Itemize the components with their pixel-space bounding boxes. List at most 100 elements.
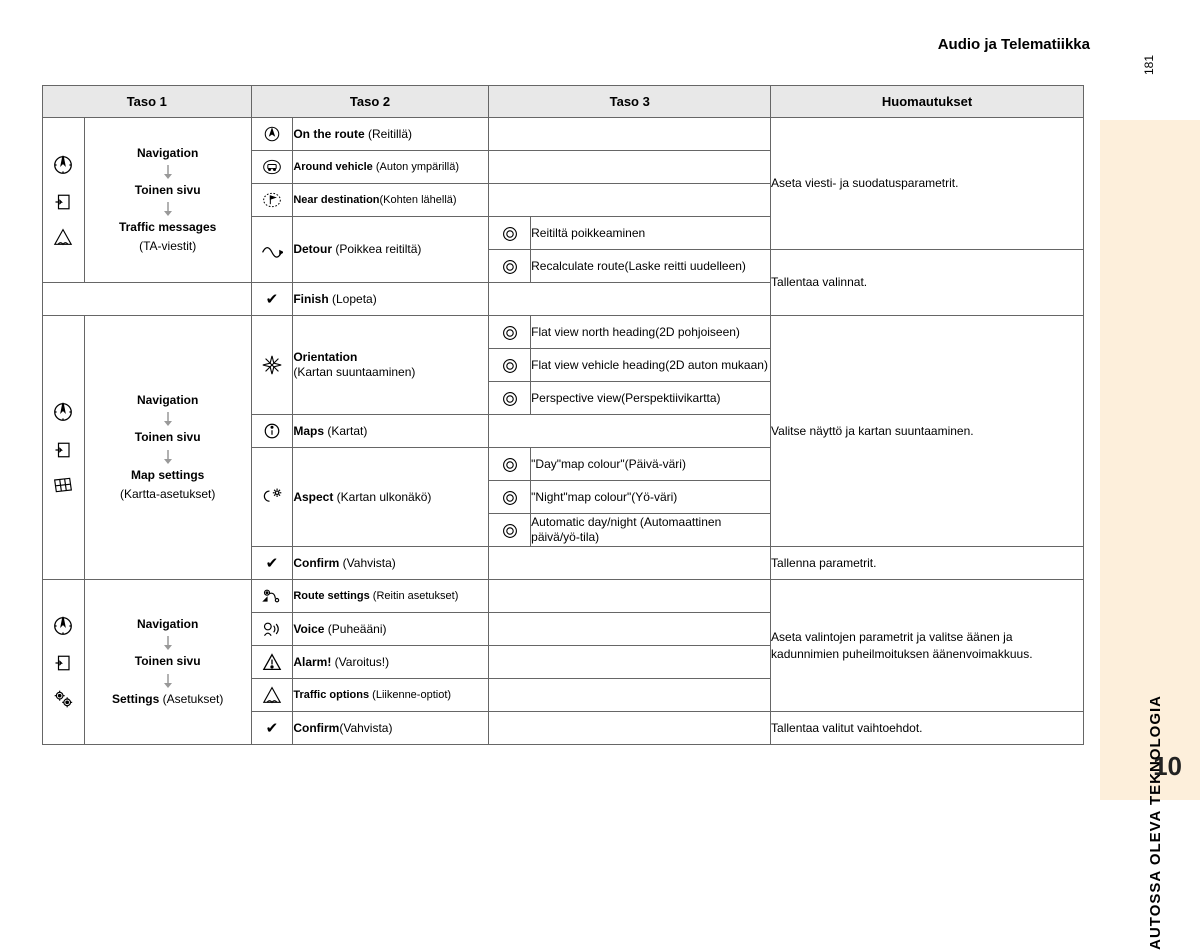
icon-cell — [251, 613, 293, 646]
t2-detour-b: Detour — [293, 242, 332, 256]
t2-alarm-p: (Varoitus!) — [331, 655, 389, 669]
arrow-down-icon — [163, 450, 173, 464]
radio-icon — [502, 391, 518, 407]
t2-route: Route settings (Reitin asetukset) — [293, 580, 489, 613]
pointer-circle-icon — [263, 125, 281, 143]
icon-cell — [489, 514, 531, 547]
t2-topt: Traffic options (Liikenne-optiot) — [293, 679, 489, 712]
radio-icon — [502, 490, 518, 506]
radio-icon — [502, 523, 518, 539]
t2-neardest-b: Near destination — [293, 194, 379, 206]
t2-neardest-p: (Kohten lähellä) — [380, 194, 457, 206]
t1-icons-settings — [43, 580, 85, 745]
t1-label-settings: Navigation Toinen sivu Settings (Asetuks… — [84, 580, 251, 745]
chapter-title: Audio ja Telematiikka — [938, 36, 1090, 53]
t1-icons-traffic — [43, 118, 85, 283]
side-tab-label: AUTOSSA OLEVA TEKNOLOGIA — [1147, 695, 1164, 950]
t2-neardest: Near destination(Kohten lähellä) — [293, 184, 489, 217]
notes-finish: Tallentaa valinnat. — [771, 250, 1084, 316]
t3-aspect1: "Day"map colour"(Päivä-väri) — [531, 448, 771, 481]
header-t2: Taso 2 — [251, 86, 489, 118]
t2-onroute: On the route (Reitillä) — [293, 118, 489, 151]
icon-cell — [251, 646, 293, 679]
t3-empty — [489, 646, 771, 679]
t2-maps-b: Maps — [293, 424, 324, 438]
t2-finish: Finish (Lopeta) — [293, 283, 489, 316]
t3-empty — [489, 712, 771, 745]
icon-cell — [489, 250, 531, 283]
car-circle-icon — [262, 158, 282, 176]
traffic-sign-icon — [53, 228, 73, 246]
t2-route-b: Route settings — [293, 590, 369, 602]
icon-cell — [251, 118, 293, 151]
t3-empty — [489, 184, 771, 217]
t1-traffic-l1: Navigation — [137, 146, 198, 160]
map-grid-icon — [53, 476, 73, 494]
t2-confirm2: Confirm(Vahvista) — [293, 712, 489, 745]
t3-aspect2: "Night"map colour"(Yö-väri) — [531, 481, 771, 514]
t2-confirm2-p: (Vahvista) — [339, 721, 392, 735]
t2-confirm2-b: Confirm — [293, 721, 339, 735]
page-number: 181 — [1142, 55, 1156, 75]
t2-finish-b: Finish — [293, 292, 328, 306]
compass-nav-icon — [52, 154, 74, 176]
icon-cell — [489, 217, 531, 250]
arrow-down-icon — [163, 636, 173, 650]
gears-icon — [53, 689, 73, 709]
icon-cell — [251, 217, 293, 283]
header-row: Taso 1 Taso 2 Taso 3 Huomautukset — [43, 86, 1084, 118]
warning-icon — [262, 653, 282, 671]
notes-map: Valitse näyttö ja kartan suuntaaminen. — [771, 316, 1084, 547]
t2-orient: Orientation(Kartan suuntaaminen) — [293, 316, 489, 415]
radio-icon — [502, 457, 518, 473]
t3-empty — [489, 547, 771, 580]
row-route: Navigation Toinen sivu Settings (Asetuks… — [43, 580, 1084, 613]
t2-aspect: Aspect (Kartan ulkonäkö) — [293, 448, 489, 547]
t3-empty — [489, 118, 771, 151]
t3-empty — [489, 580, 771, 613]
t2-around-b: Around vehicle — [293, 161, 372, 173]
arrow-down-icon — [163, 674, 173, 688]
side-tab: AUTOSSA OLEVA TEKNOLOGIA 10 — [1100, 120, 1200, 800]
t2-maps: Maps (Kartat) — [293, 415, 489, 448]
t3-detour1: Reitiltä poikkeaminen — [531, 217, 771, 250]
t2-around-p: (Auton ympärillä) — [373, 161, 459, 173]
t2-route-p: (Reitin asetukset) — [370, 590, 459, 602]
page-enter-icon — [54, 441, 72, 459]
t2-aspect-p: (Kartan ulkonäkö) — [333, 490, 431, 504]
row-onroute: Navigation Toinen sivu Traffic messages … — [43, 118, 1084, 151]
t3-aspect3: Automatic day/night (Automaattinen päivä… — [531, 514, 771, 547]
flag-circle-icon — [262, 191, 282, 209]
t3-empty — [489, 415, 771, 448]
header-t3: Taso 3 — [489, 86, 771, 118]
t1-icons-map — [43, 316, 85, 580]
icon-cell — [489, 481, 531, 514]
t2-orient-p: (Kartan suuntaaminen) — [293, 365, 415, 379]
icon-cell — [251, 448, 293, 547]
icon-cell: ✔ — [251, 712, 293, 745]
voice-icon — [262, 620, 282, 638]
notes-confirm-map: Tallenna parametrit. — [771, 547, 1084, 580]
t2-confirm-b: Confirm — [293, 556, 339, 570]
t2-around: Around vehicle (Auton ympärillä) — [293, 151, 489, 184]
t3-detour2: Recalculate route(Laske reitti uudelleen… — [531, 250, 771, 283]
t1-settings-l2: Toinen sivu — [135, 654, 201, 668]
t3-empty — [489, 151, 771, 184]
icon-cell — [489, 316, 531, 349]
t2-orient-b: Orientation — [293, 350, 357, 364]
t2-alarm-b: Alarm! — [293, 655, 331, 669]
t2-detour: Detour (Poikkea reitiltä) — [293, 217, 489, 283]
compass-nav-icon — [52, 615, 74, 637]
t2-voice-b: Voice — [293, 622, 324, 636]
icon-cell — [251, 151, 293, 184]
t2-onroute-b: On the route — [293, 127, 364, 141]
t1-label-map: Navigation Toinen sivu Map settings (Kar… — [84, 316, 251, 580]
header-t1: Taso 1 — [43, 86, 252, 118]
t1-settings-l3: (Asetukset) — [163, 692, 224, 706]
t1-traffic-l3: (TA-viestit) — [139, 239, 196, 253]
t1-label-traffic: Navigation Toinen sivu Traffic messages … — [84, 118, 251, 283]
icon-cell — [251, 580, 293, 613]
arrow-down-icon — [163, 412, 173, 426]
icon-cell — [251, 415, 293, 448]
notes-settings: Aseta valintojen parametrit ja valitse ä… — [771, 580, 1084, 712]
